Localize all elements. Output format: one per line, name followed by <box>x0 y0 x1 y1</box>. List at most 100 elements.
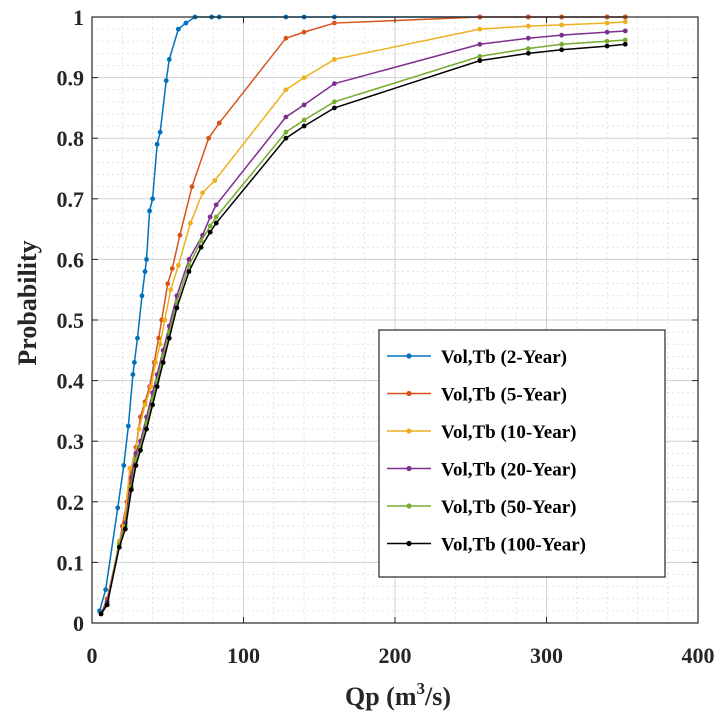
series-point <box>130 372 136 377</box>
series-point <box>213 214 219 220</box>
series-point <box>200 190 205 196</box>
series-point <box>132 360 137 365</box>
series-point <box>156 335 162 341</box>
y-tick-label: 0.1 <box>57 550 85 575</box>
series-point <box>332 20 337 26</box>
series-point <box>189 184 195 190</box>
series-point <box>166 335 172 341</box>
y-tick-label: 0.8 <box>57 126 85 151</box>
series-point <box>332 81 337 87</box>
x-tick-label: 100 <box>227 643 260 668</box>
series-point <box>559 22 565 28</box>
legend-entry: Vol,Tb (20-Year) <box>387 460 576 481</box>
legend-label: Vol,Tb (5-Year) <box>441 385 567 406</box>
y-tick-label: 0.2 <box>57 490 85 515</box>
y-tick-label: 0.7 <box>57 187 85 212</box>
series-point <box>283 135 289 141</box>
series-point <box>198 244 204 250</box>
series-point <box>135 335 140 341</box>
legend-marker <box>406 353 412 359</box>
legend-marker <box>406 540 412 547</box>
series-point <box>139 293 145 299</box>
series-point <box>174 305 180 311</box>
series-point <box>116 544 122 550</box>
series-point <box>622 28 628 34</box>
legend-label: Vol,Tb (100-Year) <box>441 535 586 556</box>
series-point <box>150 196 156 202</box>
series-point <box>144 426 149 432</box>
series-point <box>559 32 565 38</box>
series-point <box>147 208 152 214</box>
series-point <box>477 53 483 59</box>
legend-label: Vol,Tb (2-Year) <box>441 347 567 368</box>
series-point <box>604 20 610 26</box>
series-point <box>133 463 139 468</box>
legend-label: Vol,Tb (50-Year) <box>441 497 576 518</box>
series-point <box>477 58 483 64</box>
series-point <box>160 360 166 365</box>
series-point <box>121 463 127 468</box>
y-tick-label: 0.3 <box>57 429 85 454</box>
legend-marker <box>406 465 412 472</box>
series-point <box>144 257 149 262</box>
series-point <box>604 29 610 35</box>
legend-label: Vol,Tb (10-Year) <box>441 422 576 443</box>
series-point <box>525 46 531 51</box>
series-point <box>283 87 289 93</box>
series-point <box>213 202 219 208</box>
x-tick-label: 200 <box>379 643 412 668</box>
legend: Vol,Tb (2-Year) Vol,Tb (5-Year) Vol,Tb (10… <box>378 329 666 578</box>
plot-lines <box>97 14 628 617</box>
series-point <box>283 35 289 41</box>
legend-entry: Vol,Tb (5-Year) <box>387 385 567 406</box>
series-point <box>604 43 610 49</box>
x-tick-labels: 0 100 200 300 400 <box>87 17 715 668</box>
series-point <box>213 220 219 226</box>
series-point <box>98 611 104 617</box>
x-tick-label: 0 <box>87 643 98 668</box>
series-point <box>207 229 213 235</box>
series-point <box>162 317 168 323</box>
series-point <box>142 402 148 408</box>
series-point <box>216 120 222 126</box>
series-point <box>477 26 483 32</box>
series-point <box>186 263 192 268</box>
legend-entry: Vol,Tb (50-Year) <box>387 497 576 518</box>
series-point <box>142 269 148 274</box>
series-point <box>207 214 213 220</box>
series-point <box>154 141 160 147</box>
series-point <box>622 19 628 25</box>
legend-entry: Vol,Tb (10-Year) <box>387 422 576 443</box>
series-5 <box>98 41 628 617</box>
series-point <box>186 257 192 262</box>
series-point <box>212 178 218 184</box>
series-point <box>104 602 110 608</box>
series-point <box>154 384 160 390</box>
series-point <box>168 287 174 293</box>
series-point <box>301 117 307 123</box>
series-point <box>207 223 213 229</box>
y-tick-label: 0 <box>73 611 84 636</box>
series-point <box>188 220 193 226</box>
series-point <box>477 41 483 47</box>
y-tick-label: 0.5 <box>57 308 85 333</box>
legend-marker <box>406 503 412 509</box>
series-point <box>177 232 183 238</box>
series-point <box>332 57 337 62</box>
series-point <box>525 35 531 41</box>
series-point <box>103 587 109 593</box>
legend-marker <box>406 390 412 397</box>
series-point <box>206 135 212 141</box>
x-axis-label: Qp (m3/s) <box>345 679 451 711</box>
y-tick-label: 1 <box>73 5 84 30</box>
legend-entry: Vol,Tb (2-Year) <box>387 347 567 368</box>
series-point <box>115 505 121 511</box>
series-point <box>622 41 628 47</box>
series-point <box>166 57 172 62</box>
series-point <box>301 29 307 35</box>
series-point <box>122 526 128 532</box>
y-tick-labels: 0 0.1 0.2 0.3 0.4 0.5 0.6 0.7 0.8 0.9 1 <box>57 5 698 636</box>
series-point <box>622 37 628 43</box>
x-axis-label-end: /s) <box>424 682 451 711</box>
series-point <box>604 38 610 44</box>
